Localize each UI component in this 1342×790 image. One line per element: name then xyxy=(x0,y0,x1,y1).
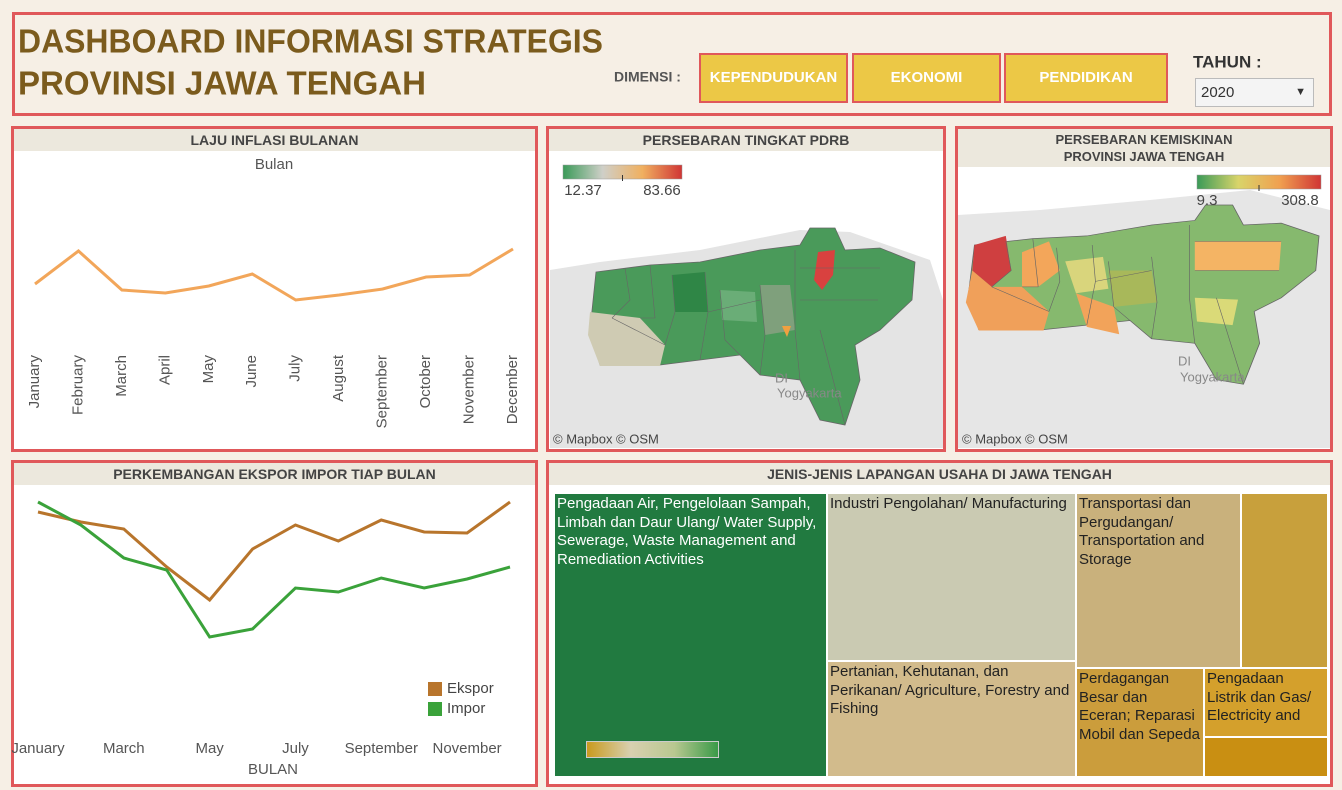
pdrb-map-panel: PERSEBARAN TINGKAT PDRB xyxy=(546,126,946,452)
treemap-tile: Pengadaan Listrik dan Gas/ Electricity a… xyxy=(1204,668,1328,737)
dimension-button[interactable]: KEPENDUDUKAN xyxy=(699,53,848,103)
treemap-tile: Pengadaan Air, Pengelolaan Sampah, Limba… xyxy=(554,493,827,777)
year-select[interactable]: 2020 ▼ xyxy=(1195,78,1314,107)
panel-title: LAJU INFLASI BULANAN xyxy=(14,129,535,151)
treemap-tile: Pertanian, Kehutanan, dan Perikanan/ Agr… xyxy=(827,661,1076,777)
treemap-tile: Perdagangan Besar dan Eceran; Reparasi M… xyxy=(1076,668,1204,777)
title-line: PERSEBARAN KEMISKINAN xyxy=(1055,132,1233,147)
dimension-button[interactable]: EKONOMI xyxy=(852,53,1001,103)
treemap-tile xyxy=(1241,493,1328,668)
treemap-tile xyxy=(1204,737,1328,777)
dimension-button[interactable]: PENDIDIKAN xyxy=(1004,53,1168,103)
poverty-map-panel: PERSEBARAN KEMISKINAN PROVINSI JAWA TENGA… xyxy=(955,126,1333,452)
treemap-tile: Transportasi dan Pergudangan/ Transporta… xyxy=(1076,493,1241,668)
panel-title: JENIS-JENIS LAPANGAN USAHA DI JAWA TENGA… xyxy=(549,463,1330,485)
trade-panel: PERKEMBANGAN EKSPOR IMPOR TIAP BULAN xyxy=(11,460,538,787)
title-line: PROVINSI JAWA TENGAH xyxy=(1063,149,1225,164)
treemap-color-legend xyxy=(586,741,719,758)
panel-title: PERSEBARAN TINGKAT PDRB xyxy=(549,129,943,151)
treemap-tile: Industri Pengolahan/ Manufacturing xyxy=(827,493,1076,661)
panel-title: PERSEBARAN KEMISKINAN PROVINSI JAWA TENGA… xyxy=(958,129,1330,167)
panel-title: PERKEMBANGAN EKSPOR IMPOR TIAP BULAN xyxy=(14,463,535,485)
dropdown-arrow: ▼ xyxy=(1295,86,1306,98)
year-value: 2020 xyxy=(1201,84,1235,101)
inflation-panel: LAJU INFLASI BULANAN xyxy=(11,126,538,452)
